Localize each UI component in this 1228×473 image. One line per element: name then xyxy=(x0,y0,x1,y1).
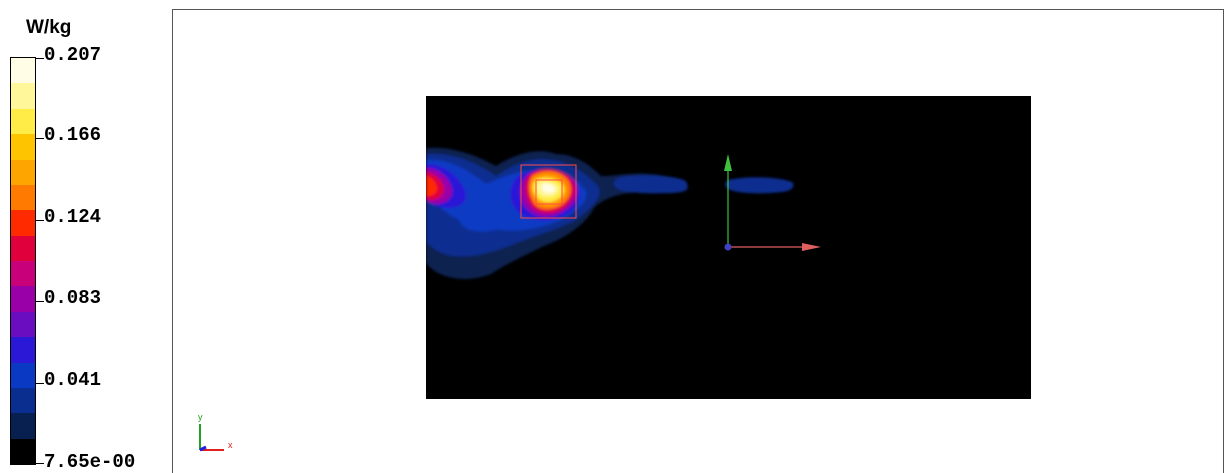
colorbar-gradient xyxy=(10,57,36,465)
colorbar-swatch-5 xyxy=(11,184,35,211)
colorbar-tick xyxy=(36,463,44,464)
contour-band-16 xyxy=(725,177,794,194)
colorbar-tick-label: 0.041 xyxy=(44,369,102,391)
colorbar-swatch-9 xyxy=(11,286,35,312)
colorbar-tick-label: 0.207 xyxy=(44,44,102,66)
colorbar-tick-label: 7.65e-00 xyxy=(44,451,136,473)
colorbar-swatch-7 xyxy=(11,235,35,261)
contour-band-15 xyxy=(613,175,688,194)
colorbar-tick-label: 0.124 xyxy=(44,206,102,228)
mini-y-label: y xyxy=(198,412,203,422)
colorbar-legend: W/kg 0.207 0.166 0.124 0.083 0.041 7.65e-00 xyxy=(0,0,170,473)
colorbar-swatch-10 xyxy=(11,311,35,338)
colorbar-swatch-12 xyxy=(11,362,35,388)
colorbar-swatch-2 xyxy=(11,108,35,135)
colorbar-tick xyxy=(36,301,44,302)
colorbar-swatch-8 xyxy=(11,261,35,287)
colorbar-swatch-6 xyxy=(11,210,35,236)
orientation-triad: y x xyxy=(198,412,233,452)
scan-axes-origin xyxy=(724,243,732,251)
mini-x-label: x xyxy=(228,440,233,450)
colorbar-swatch-14 xyxy=(11,413,35,439)
colorbar-swatch-13 xyxy=(11,387,35,414)
colorbar-tick xyxy=(36,138,44,139)
contour-band-7 xyxy=(426,176,437,196)
colorbar-tick-label: 0.166 xyxy=(44,124,102,146)
colorbar-swatch-15 xyxy=(11,438,35,464)
colorbar-unit-label: W/kg xyxy=(26,17,72,38)
colorbar-tick-label: 0.083 xyxy=(44,287,102,309)
colorbar-swatch-4 xyxy=(11,159,35,185)
colorbar-swatch-1 xyxy=(11,83,35,109)
colorbar-tick xyxy=(36,220,44,221)
contour-band-17 xyxy=(458,211,506,232)
colorbar-tick xyxy=(36,58,44,59)
scan-x-arrowhead xyxy=(802,243,821,251)
colorbar-swatch-0 xyxy=(11,58,35,84)
colorbar-tick xyxy=(36,383,44,384)
mini-z-axis xyxy=(199,445,207,452)
zoom-scan-outer-box xyxy=(520,164,577,219)
zoom-scan-inner-box xyxy=(535,179,563,205)
scan-y-arrowhead xyxy=(724,154,732,171)
sar-scan-area xyxy=(426,96,1031,399)
colorbar-swatch-3 xyxy=(11,134,35,160)
contour-band-14 xyxy=(542,183,556,193)
colorbar-swatch-11 xyxy=(11,337,35,363)
